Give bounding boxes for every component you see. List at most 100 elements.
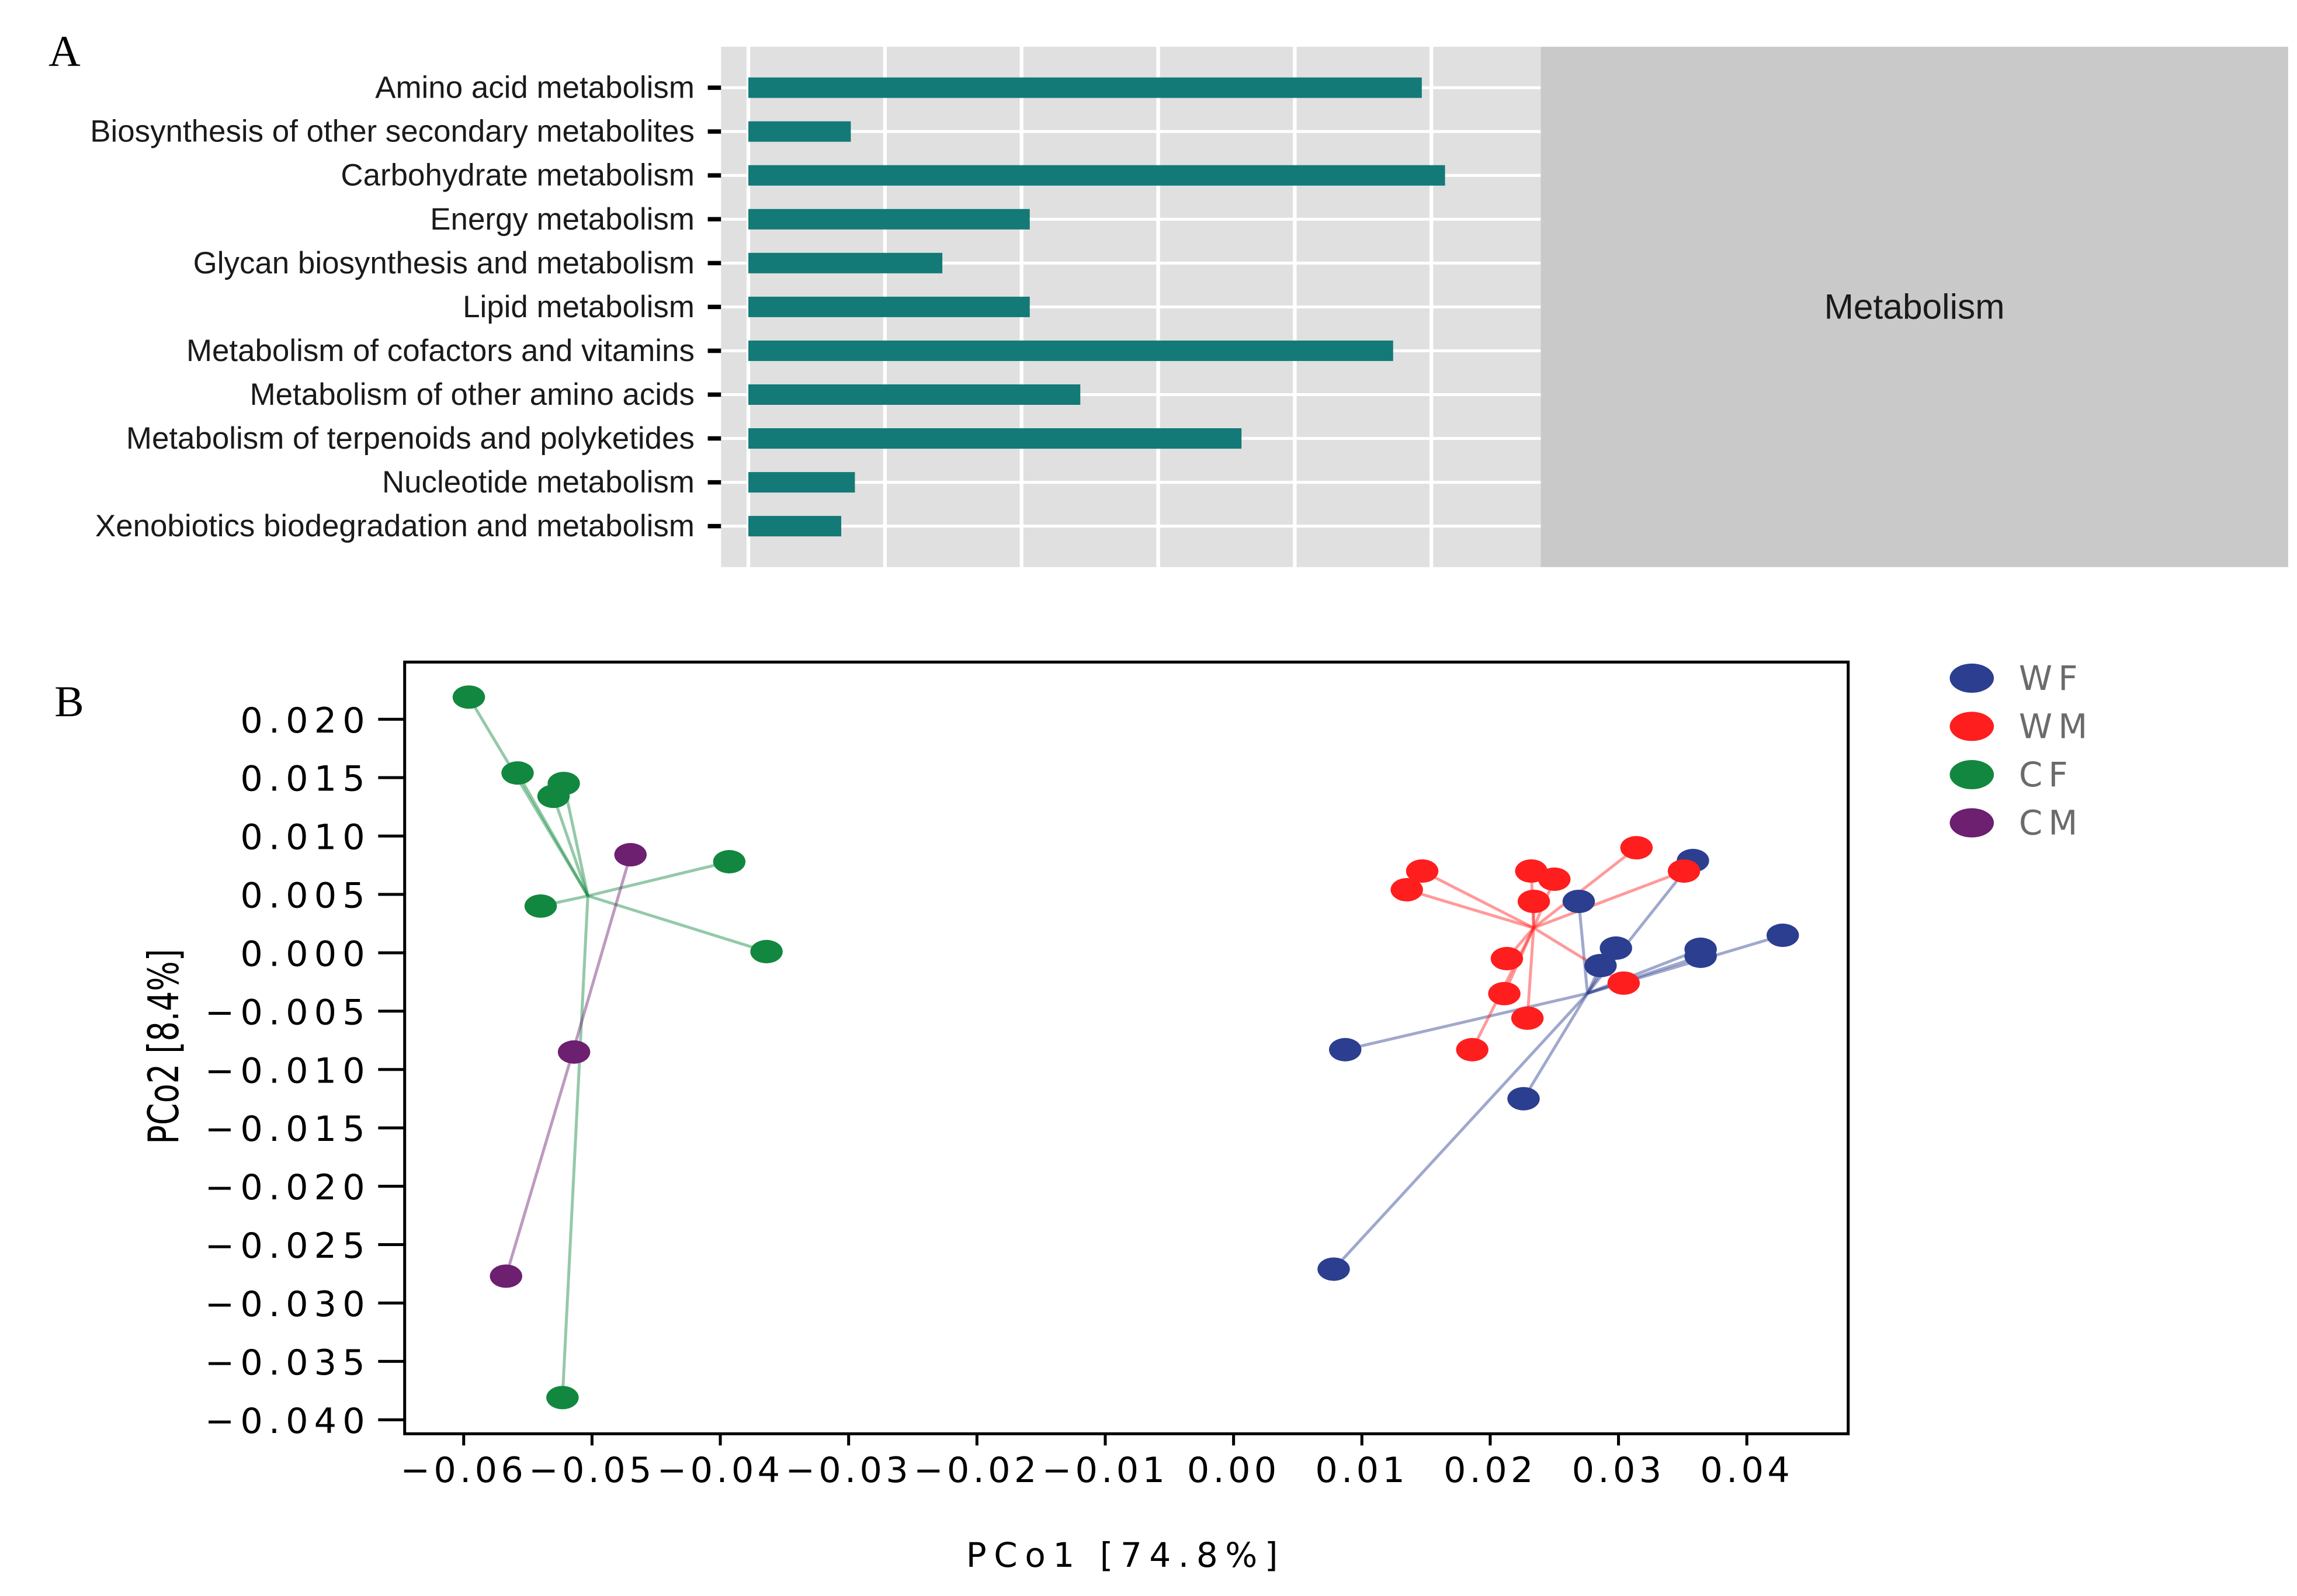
data-point <box>1490 946 1524 970</box>
y-tick-label: 0.020 <box>240 700 370 741</box>
centroid-link-line <box>587 894 767 953</box>
category-label: Glycan biosynthesis and metabolism <box>193 246 695 280</box>
bar <box>748 77 1422 98</box>
data-point <box>1511 1006 1544 1030</box>
panel-a-bar-chart: A Metabolism Amino acid metabolism Biosyn… <box>48 27 2288 567</box>
category-label: Metabolism of cofactors and vitamins <box>186 334 695 368</box>
y-tick-label: 0.010 <box>240 817 370 858</box>
data-point <box>1667 859 1701 883</box>
x-tick-label: −0.06 <box>400 1450 527 1491</box>
legend-item: CM <box>1949 803 2084 843</box>
x-axis-label: PCo1 [74.8%] <box>966 1535 1285 1575</box>
category-label: Carbohydrate metabolism <box>341 158 694 193</box>
legend-label: WM <box>2019 707 2093 747</box>
y-tick-label: 0.000 <box>240 934 370 975</box>
data-point <box>452 685 485 709</box>
data-point <box>1507 1087 1540 1111</box>
centroid-link-line <box>1533 869 1685 929</box>
x-tick-label: −0.01 <box>1042 1450 1169 1491</box>
panel-a-y-axis: Amino acid metabolism Biosynthesis of oth… <box>90 71 721 543</box>
data-point <box>1538 868 1571 891</box>
data-point <box>1406 859 1439 883</box>
legend-item: CF <box>1949 755 2074 794</box>
y-tick-label: −0.040 <box>205 1401 371 1442</box>
y-tick-label: −0.025 <box>205 1226 371 1267</box>
centroid-link-line <box>1577 901 1589 994</box>
category-label: Metabolism of terpenoids and polyketides <box>126 421 695 456</box>
legend-item: WM <box>1949 707 2093 747</box>
bar <box>748 472 855 493</box>
data-point <box>1684 944 1717 968</box>
centroid-link-line <box>1587 955 1701 995</box>
x-tick-label: 0.02 <box>1444 1450 1537 1491</box>
data-point <box>1390 878 1423 902</box>
legend-label: WF <box>2019 658 2084 698</box>
bar <box>748 340 1393 361</box>
data-point <box>1599 936 1632 960</box>
legend-label: CM <box>2019 803 2084 843</box>
centroid-link-line <box>516 772 589 897</box>
centroid-link-line <box>1526 928 1535 1019</box>
data-point <box>557 1040 591 1064</box>
panel-b-plot-frame <box>403 660 1850 1435</box>
centroid-link-line <box>562 783 589 897</box>
legend-label: CF <box>2019 755 2074 794</box>
data-point <box>1562 889 1595 914</box>
bar <box>748 428 1242 449</box>
y-tick-label: −0.030 <box>205 1284 371 1325</box>
data-point <box>1456 1038 1488 1061</box>
panel-a-label: A <box>48 27 81 76</box>
data-point <box>750 939 783 963</box>
centroid-link-line <box>504 1060 572 1277</box>
data-point <box>1584 953 1617 977</box>
y-tick-label: 0.005 <box>240 876 370 917</box>
data-point <box>524 894 557 918</box>
centroid-link-line <box>1522 993 1589 1100</box>
bar <box>748 516 842 537</box>
x-tick-label: −0.04 <box>657 1450 784 1491</box>
data-point <box>1488 981 1521 1005</box>
centroid-link-line <box>1587 948 1702 995</box>
centroid-link-line <box>1406 888 1534 929</box>
category-label: Nucleotide metabolism <box>382 465 695 499</box>
y-tick-label: −0.005 <box>205 993 371 1033</box>
category-label: Biosynthesis of other secondary metaboli… <box>90 115 695 149</box>
y-axis-label: PCo2 [8.4%] <box>140 949 189 1144</box>
facet-strip-label: Metabolism <box>1824 287 2005 327</box>
facet-strip <box>1540 47 2288 567</box>
bar <box>748 252 943 273</box>
category-label: Lipid metabolism <box>463 290 695 324</box>
y-tick-label: 0.015 <box>240 759 370 800</box>
legend-swatch <box>1949 759 1994 789</box>
data-point <box>1607 971 1640 995</box>
centroid-link-line <box>1345 992 1588 1052</box>
bar <box>748 209 1030 230</box>
y-tick-label: −0.020 <box>205 1167 371 1208</box>
x-tick-label: 0.03 <box>1572 1450 1666 1491</box>
data-point <box>1767 923 1799 947</box>
category-label: Xenobiotics biodegradation and metabolis… <box>95 509 695 543</box>
category-label: Amino acid metabolism <box>375 71 695 105</box>
panel-b-pcoa-scatter: B −0.06 −0.05 −0.04 −0.03 −0.02 −0.01 0.00 0.01… <box>54 658 2093 1575</box>
legend-item: WF <box>1949 658 2084 698</box>
y-tick-label: −0.010 <box>205 1050 371 1091</box>
centroid-link-line <box>587 860 730 897</box>
panel-b-x-axis: −0.06 −0.05 −0.04 −0.03 −0.02 −0.01 0.00 0.01 0.… <box>400 1434 1790 1491</box>
panel-b-y-axis: 0.020 0.015 0.010 0.005 0.000 −0.005 −0.010 −0.… <box>205 700 405 1442</box>
scatter-points <box>452 685 1799 1410</box>
x-tick-label: 0.01 <box>1315 1450 1408 1491</box>
data-point <box>614 843 647 867</box>
x-tick-label: −0.03 <box>785 1450 912 1491</box>
data-point <box>1317 1257 1350 1281</box>
legend-swatch <box>1949 663 1994 693</box>
data-point <box>1620 836 1653 860</box>
centroid-link-line <box>1333 992 1589 1271</box>
data-point <box>546 1386 579 1410</box>
panel-b-label: B <box>54 678 84 726</box>
centroid-link-line <box>1421 869 1535 929</box>
bar <box>748 296 1030 317</box>
centroid-link-line <box>552 796 589 897</box>
legend-swatch <box>1949 712 1994 741</box>
